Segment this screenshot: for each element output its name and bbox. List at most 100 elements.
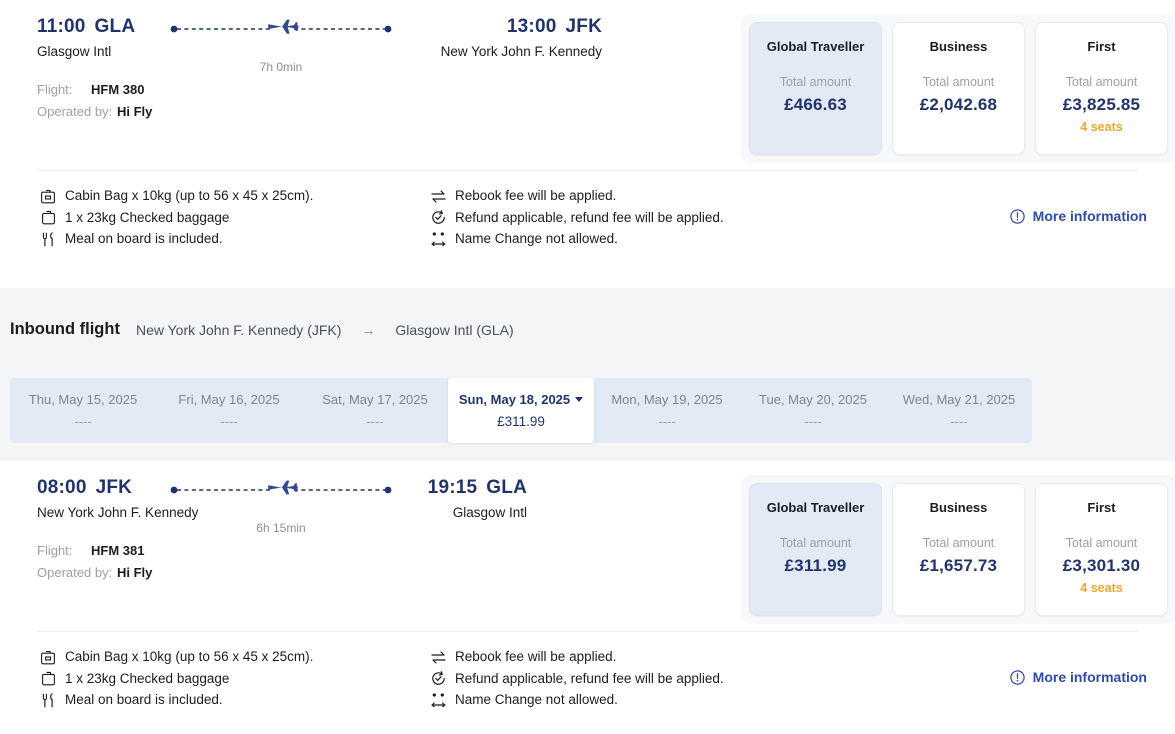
outbound-arrival-block: 13:00 JFK New York John F. Kennedy xyxy=(352,16,602,59)
fare-total-label: Total amount xyxy=(779,536,852,550)
refund-icon xyxy=(430,210,446,226)
fare-name: First xyxy=(1087,39,1116,54)
cabin-bag-icon xyxy=(40,188,56,204)
arrow-right-icon: → xyxy=(361,321,376,338)
inbound-baggage-list: Cabin Bag x 10kg (up to 56 x 45 x 25cm).… xyxy=(40,648,313,709)
outbound-flight-summary: 11:00 GLA Glasgow Intl 7h 0min xyxy=(0,0,1175,170)
fare-name: Global Traveller xyxy=(766,39,865,54)
outbound-more-information-link[interactable]: More information xyxy=(1009,208,1147,224)
fare-total-label: Total amount xyxy=(922,75,995,89)
date-option-5[interactable]: Tue, May 20, 2025 ---- xyxy=(740,378,886,443)
inbound-fare-options: Global Traveller Total amount £311.99 Bu… xyxy=(741,475,1175,624)
amenity-text: Name Change not allowed. xyxy=(455,231,618,246)
info-circle-icon xyxy=(1009,208,1025,224)
inbound-flight-path: 6h 15min xyxy=(170,479,392,535)
more-information-label: More information xyxy=(1032,208,1147,224)
outbound-baggage-list: Cabin Bag x 10kg (up to 56 x 45 x 25cm).… xyxy=(40,187,313,248)
name-change-icon xyxy=(430,231,446,247)
fare-price: £466.63 xyxy=(784,95,847,114)
fare-total-label: Total amount xyxy=(1065,536,1138,550)
date-label: Sat, May 17, 2025 xyxy=(322,392,428,407)
amenity-text: Cabin Bag x 10kg (up to 56 x 45 x 25cm). xyxy=(65,188,314,203)
amenity-text: Name Change not allowed. xyxy=(455,692,618,707)
date-label: Tue, May 20, 2025 xyxy=(759,392,867,407)
amenity-text: Refund applicable, refund fee will be ap… xyxy=(455,670,724,686)
inbound-flight-number: HFM 381 xyxy=(91,543,145,558)
inbound-operated-label: Operated by: xyxy=(37,565,113,580)
outbound-operator-row: Operated by: Hi Fly xyxy=(37,101,152,123)
amenity-meal: Meal on board is included. xyxy=(40,691,313,709)
inbound-fare-first[interactable]: First Total amount £3,301.30 4 seats xyxy=(1035,483,1168,616)
date-option-3-selected[interactable]: Sun, May 18, 2025 £311.99 xyxy=(448,378,594,443)
outbound-departure-airport: Glasgow Intl xyxy=(37,44,112,59)
inbound-departure-code: JFK xyxy=(95,477,133,498)
date-price: ---- xyxy=(658,414,676,429)
fare-total-label: Total amount xyxy=(922,536,995,550)
fare-name: Global Traveller xyxy=(766,500,865,515)
inbound-duration: 6h 15min xyxy=(256,521,306,535)
outbound-departure-time: 11:00 xyxy=(37,16,86,37)
fare-price: £311.99 xyxy=(784,556,847,575)
inbound-date-selector: Thu, May 15, 2025 ---- Fri, May 16, 2025… xyxy=(10,378,1032,443)
amenity-meal: Meal on board is included. xyxy=(40,230,313,248)
inbound-flight-label: Flight: xyxy=(37,543,73,558)
inbound-route: New York John F. Kennedy (JFK) → Glasgow… xyxy=(136,322,514,338)
date-price: ---- xyxy=(220,414,238,429)
inbound-flight-card: 08:00 JFK New York John F. Kennedy 6h 15m… xyxy=(0,461,1175,734)
outbound-flight-meta: Flight: HFM 380 Operated by: Hi Fly xyxy=(37,79,152,123)
airplane-icon xyxy=(268,19,299,34)
amenity-text: Meal on board is included. xyxy=(65,692,223,707)
fare-total-label: Total amount xyxy=(779,75,852,89)
divider xyxy=(37,631,1138,632)
fare-price: £3,301.30 xyxy=(1062,556,1141,575)
date-option-6[interactable]: Wed, May 21, 2025 ---- xyxy=(886,378,1032,443)
inbound-arrival-block: 19:15 GLA Glasgow Intl xyxy=(352,477,527,520)
date-price: ---- xyxy=(366,414,384,429)
inbound-flight-number-row: Flight: HFM 381 xyxy=(37,540,152,562)
outbound-flight-label: Flight: xyxy=(37,82,73,97)
info-circle-icon xyxy=(1009,669,1025,685)
date-price: ---- xyxy=(950,414,968,429)
name-change-icon xyxy=(430,692,446,708)
fare-price: £3,825.85 xyxy=(1062,95,1141,114)
inbound-arrival-code: GLA xyxy=(486,477,527,498)
date-option-4[interactable]: Mon, May 19, 2025 ---- xyxy=(594,378,740,443)
date-option-2[interactable]: Sat, May 17, 2025 ---- xyxy=(302,378,448,443)
inbound-fare-global-traveller[interactable]: Global Traveller Total amount £311.99 xyxy=(749,483,882,616)
outbound-arrival-code: JFK xyxy=(565,16,602,37)
amenity-cabin-bag: Cabin Bag x 10kg (up to 56 x 45 x 25cm). xyxy=(40,187,313,205)
date-option-1[interactable]: Fri, May 16, 2025 ---- xyxy=(156,378,302,443)
chevron-down-icon[interactable] xyxy=(575,397,584,402)
inbound-route-from: New York John F. Kennedy (JFK) xyxy=(135,321,342,338)
outbound-fare-global-traveller[interactable]: Global Traveller Total amount £466.63 xyxy=(749,22,882,155)
amenity-text: Rebook fee will be applied. xyxy=(455,649,617,664)
outbound-operated-label: Operated by: xyxy=(37,104,113,119)
cabin-bag-icon xyxy=(40,649,56,665)
outbound-flight-number: HFM 380 xyxy=(91,82,145,97)
outbound-fare-business[interactable]: Business Total amount £2,042.68 xyxy=(892,22,1025,155)
inbound-departure-time: 08:00 xyxy=(37,477,87,498)
date-price: ---- xyxy=(74,414,92,429)
outbound-arrival-time-code: 13:00 JFK xyxy=(352,16,602,38)
amenity-text: Rebook fee will be applied. xyxy=(455,188,617,203)
fare-seats-badge: 4 seats xyxy=(1080,120,1123,134)
outbound-flight-card: 11:00 GLA Glasgow Intl 7h 0min xyxy=(0,0,1175,288)
outbound-amenities: Cabin Bag x 10kg (up to 56 x 45 x 25cm).… xyxy=(0,170,1175,288)
amenity-text: 1 x 23kg Checked baggage xyxy=(65,670,230,686)
amenity-refund: Refund applicable, refund fee will be ap… xyxy=(430,670,724,688)
outbound-fare-first[interactable]: First Total amount £3,825.85 4 seats xyxy=(1035,22,1168,155)
date-option-0[interactable]: Thu, May 15, 2025 ---- xyxy=(10,378,156,443)
inbound-flight-title: Inbound flight xyxy=(10,320,120,338)
outbound-flight-number-row: Flight: HFM 380 xyxy=(37,79,152,101)
checked-bag-icon xyxy=(40,210,56,226)
checked-bag-icon xyxy=(40,671,56,687)
inbound-flight-meta: Flight: HFM 381 Operated by: Hi Fly xyxy=(37,540,152,584)
outbound-departure-code: GLA xyxy=(94,16,136,37)
inbound-more-information-link[interactable]: More information xyxy=(1009,669,1147,685)
outbound-departure-time-code: 11:00 GLA xyxy=(37,16,135,38)
fare-seats-badge: 4 seats xyxy=(1080,581,1123,595)
fare-price: £1,657.73 xyxy=(919,556,998,575)
fare-name: Business xyxy=(929,500,988,515)
meal-icon xyxy=(40,692,56,708)
inbound-fare-business[interactable]: Business Total amount £1,657.73 xyxy=(892,483,1025,616)
